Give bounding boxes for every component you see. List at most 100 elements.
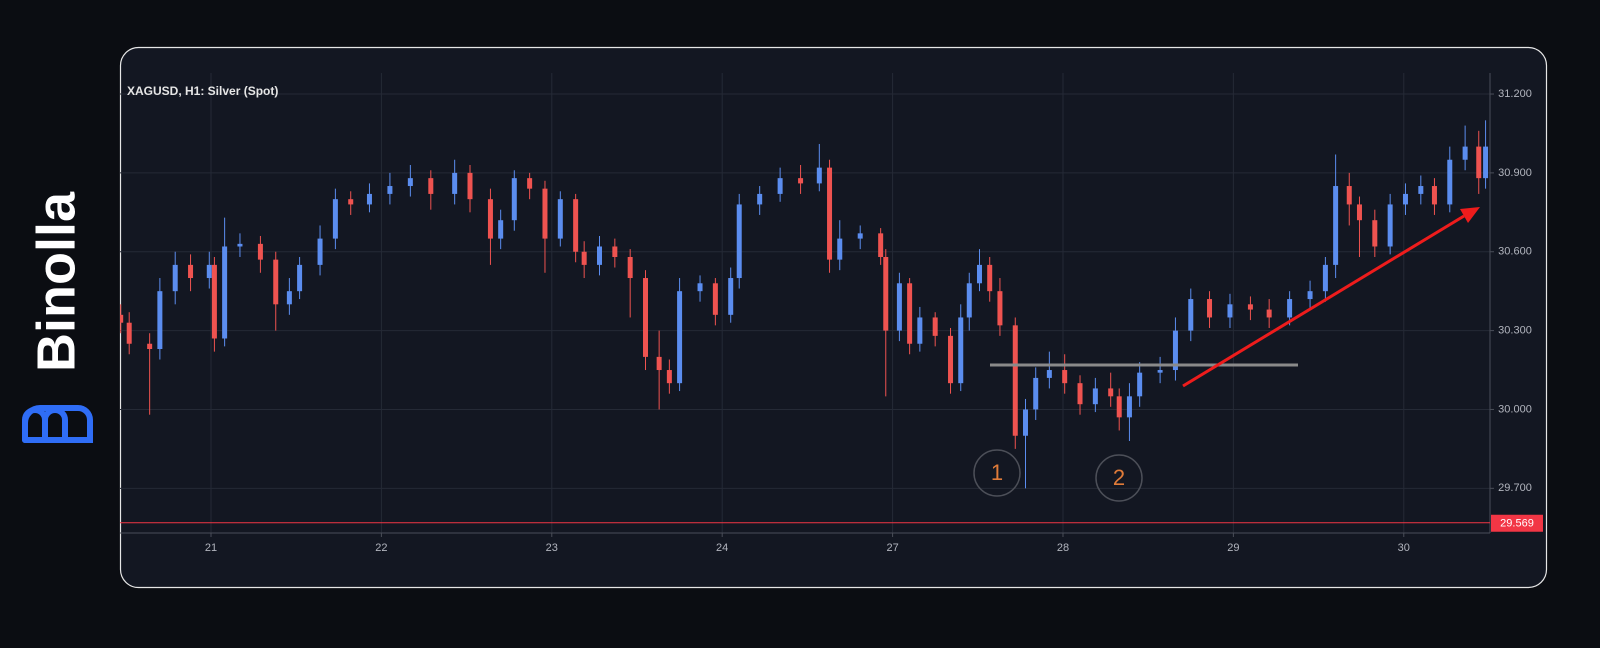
axes: 29.700 30.000 30.300 30.600 30.900 31.200 21 2 2… xyxy=(120,88,1543,554)
x-tick-label: 29 xyxy=(1227,542,1239,554)
candle-body xyxy=(1322,264,1328,292)
candle-body xyxy=(557,199,563,239)
candle-body xyxy=(1447,159,1453,205)
candle-body xyxy=(487,199,493,239)
grid xyxy=(120,73,1490,533)
candle-body xyxy=(666,370,672,384)
y-tick-label: 31.200 xyxy=(1498,88,1532,100)
candle-body xyxy=(1418,186,1424,194)
candle-body xyxy=(712,283,718,315)
candle-body xyxy=(1346,186,1352,205)
candle-body xyxy=(798,178,804,184)
candle-body xyxy=(976,264,982,284)
candle-body xyxy=(222,246,228,339)
brand-logo xyxy=(22,405,93,443)
candle-body xyxy=(527,178,533,189)
x-tick-label: 30 xyxy=(1398,542,1410,554)
candle-body xyxy=(428,178,434,194)
candle-body xyxy=(1333,186,1339,265)
arrow-shaft xyxy=(1182,214,1465,388)
x-tick-label: 23 xyxy=(546,542,558,554)
annotation-circle xyxy=(1095,454,1143,502)
candle-body xyxy=(1157,370,1163,373)
candle-body xyxy=(1188,299,1194,331)
candle-body xyxy=(387,186,393,194)
y-tick-label: 29.700 xyxy=(1498,482,1532,494)
candle-body xyxy=(1483,146,1489,179)
candle-body xyxy=(511,178,517,221)
candle-body xyxy=(736,204,742,279)
candle-body xyxy=(286,291,292,305)
candle-body xyxy=(1172,330,1178,371)
candle-body xyxy=(257,243,263,260)
candle-body xyxy=(120,314,124,323)
y-tick-label: 30.000 xyxy=(1498,403,1532,415)
candle-body xyxy=(907,283,913,344)
candle-body xyxy=(1266,309,1272,318)
x-tick-label: 27 xyxy=(886,542,898,554)
candle-body xyxy=(1247,304,1253,310)
candle-body xyxy=(317,238,323,265)
candle-body xyxy=(452,172,458,194)
candle-body xyxy=(157,291,163,349)
candle-body xyxy=(1307,291,1313,300)
candle-body xyxy=(816,167,822,184)
candles xyxy=(120,120,1489,489)
candle-body xyxy=(1431,186,1437,205)
candle-body xyxy=(1116,396,1122,418)
candle-body xyxy=(827,167,833,260)
candle-body xyxy=(777,178,783,194)
candle-body xyxy=(542,188,548,239)
candle-body xyxy=(677,291,683,384)
candle-body xyxy=(573,199,579,252)
candle-body xyxy=(1227,304,1233,318)
candle-body xyxy=(366,193,372,205)
y-tick-label: 30.300 xyxy=(1498,325,1532,337)
candle-body xyxy=(597,246,602,265)
candle-body xyxy=(1287,299,1293,318)
candle-body xyxy=(987,264,993,292)
candle-body xyxy=(237,243,243,247)
candle-body xyxy=(1137,372,1143,397)
candle-body xyxy=(172,264,178,292)
candle-body xyxy=(917,317,923,344)
candle-body xyxy=(1022,409,1028,436)
candle-body xyxy=(1077,383,1083,405)
candle-body xyxy=(627,257,633,279)
chart-title: XAGUSD, H1: Silver (Spot) xyxy=(127,84,278,98)
candle-body xyxy=(878,233,884,257)
candle-body xyxy=(126,322,132,344)
candle-body xyxy=(757,193,763,205)
candle-body xyxy=(467,172,473,200)
candle-body xyxy=(1092,388,1098,405)
candle-body xyxy=(211,264,217,339)
chart-card xyxy=(119,46,1548,589)
candle-body xyxy=(1108,388,1114,397)
candle-body xyxy=(1012,325,1018,436)
candle-body xyxy=(837,238,843,260)
annotation-label: 2 xyxy=(1113,465,1125,490)
last-price-label: 29.569 xyxy=(1500,518,1534,530)
candle-body xyxy=(932,317,938,336)
y-tick-label: 30.900 xyxy=(1498,167,1532,179)
y-tick-label: 30.600 xyxy=(1498,246,1532,258)
candle-body xyxy=(1356,204,1362,221)
candle-body xyxy=(206,264,212,279)
candle-body xyxy=(1462,146,1468,160)
candle-body xyxy=(643,278,649,357)
candle-body xyxy=(1207,299,1213,318)
candle-body xyxy=(348,199,354,205)
brand-name: Binolla xyxy=(26,191,86,372)
candle-body xyxy=(966,283,972,318)
candle-body xyxy=(273,259,279,305)
candle-body xyxy=(581,251,587,265)
candle-body xyxy=(1372,220,1378,247)
candle-body xyxy=(1387,204,1393,247)
x-tick-label: 28 xyxy=(1057,542,1069,554)
x-tick-label: 21 xyxy=(205,542,217,554)
candle-body xyxy=(407,178,413,187)
candle-body xyxy=(958,317,964,384)
candle-body xyxy=(1062,370,1068,384)
candle-body xyxy=(896,283,902,331)
